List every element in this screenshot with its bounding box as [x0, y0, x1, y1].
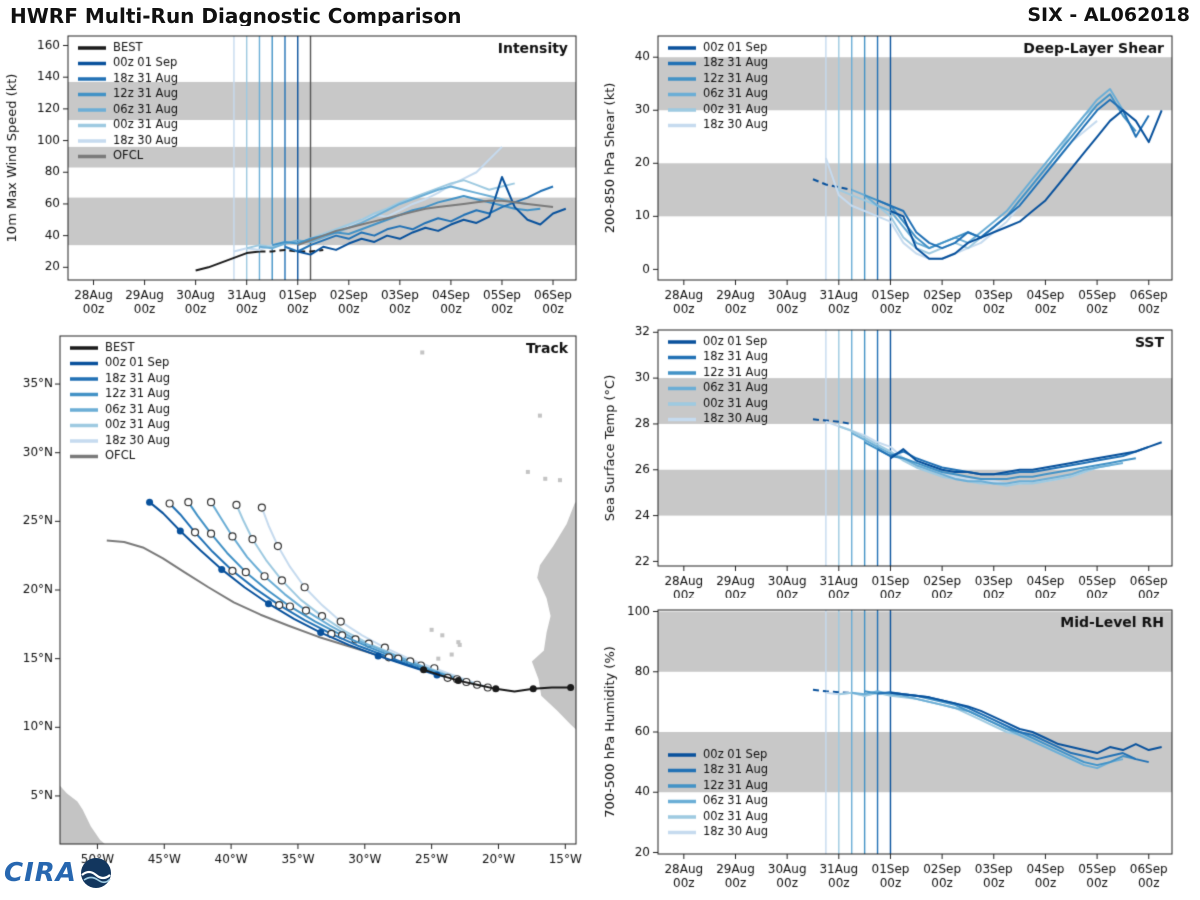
sst-chart [600, 322, 1200, 612]
page-title: HWRF Multi-Run Diagnostic Comparison [10, 4, 462, 28]
cira-logo: CIRA [4, 856, 113, 890]
shear-chart [600, 26, 1200, 326]
track-map [0, 326, 600, 886]
rh-chart [600, 598, 1200, 900]
storm-id: SIX - AL062018 [1027, 4, 1190, 26]
cira-globe-icon [80, 858, 111, 888]
cira-logo-text: CIRA [4, 858, 77, 888]
intensity-chart [0, 26, 600, 326]
